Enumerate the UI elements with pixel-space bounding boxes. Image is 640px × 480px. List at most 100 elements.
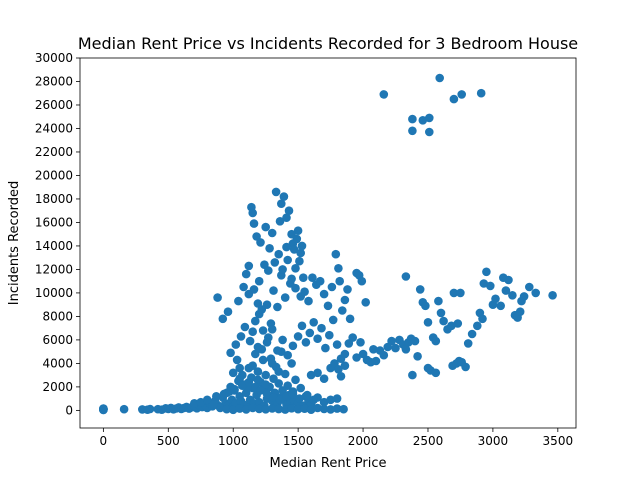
data-point xyxy=(248,403,257,413)
data-point xyxy=(434,296,443,306)
data-point xyxy=(279,192,289,201)
data-point xyxy=(293,226,303,235)
data-point xyxy=(222,404,231,414)
data-point xyxy=(262,338,272,347)
data-point xyxy=(410,336,420,346)
data-point xyxy=(299,273,308,283)
data-point xyxy=(482,267,491,277)
data-point xyxy=(273,346,282,355)
data-point xyxy=(248,208,257,218)
data-point xyxy=(258,326,268,335)
y-tick-label: 28000 xyxy=(35,74,73,88)
data-point xyxy=(457,90,467,99)
data-point xyxy=(269,393,278,402)
data-point xyxy=(232,355,242,365)
y-tick-label: 0 xyxy=(65,403,73,417)
data-point xyxy=(213,293,222,302)
data-point xyxy=(275,217,285,226)
data-point xyxy=(295,256,304,266)
data-point xyxy=(519,292,529,301)
data-point xyxy=(256,386,265,395)
data-point xyxy=(449,288,459,298)
data-point xyxy=(190,399,199,408)
data-point xyxy=(449,94,459,104)
data-point xyxy=(297,321,307,331)
data-point xyxy=(340,295,350,305)
data-point xyxy=(251,349,260,359)
data-point xyxy=(261,380,271,389)
data-point xyxy=(408,114,417,124)
data-point xyxy=(226,348,235,358)
data-point xyxy=(319,289,329,299)
data-point xyxy=(215,403,225,413)
data-point xyxy=(248,361,257,371)
data-point xyxy=(280,405,290,414)
data-point xyxy=(274,379,284,388)
data-point xyxy=(264,266,273,275)
data-point xyxy=(235,374,244,384)
data-point xyxy=(288,389,298,399)
data-point xyxy=(327,282,337,292)
y-tick-label: 14000 xyxy=(35,239,73,253)
data-point xyxy=(334,264,343,273)
y-tick-label: 4000 xyxy=(42,356,73,370)
data-point xyxy=(249,219,259,228)
data-point xyxy=(431,368,441,378)
data-point xyxy=(336,372,346,381)
data-point xyxy=(280,369,290,379)
data-point xyxy=(356,338,365,347)
data-point xyxy=(467,329,477,339)
data-point xyxy=(309,395,319,405)
data-point xyxy=(425,113,434,123)
y-axis-label: Incidents Recorded xyxy=(7,181,22,306)
data-point xyxy=(343,285,352,294)
x-tick-label: 1000 xyxy=(218,434,249,448)
data-point xyxy=(278,265,287,274)
data-point xyxy=(323,301,333,311)
data-point xyxy=(306,405,316,415)
data-point xyxy=(348,333,358,342)
y-tick-label: 26000 xyxy=(35,98,73,112)
data-point xyxy=(289,245,299,254)
data-point xyxy=(301,338,311,347)
data-point xyxy=(287,274,296,284)
data-point xyxy=(345,314,355,324)
data-point xyxy=(319,404,329,414)
data-point xyxy=(287,404,296,413)
data-point xyxy=(295,394,304,403)
y-tick-label: 6000 xyxy=(42,333,73,347)
data-point xyxy=(267,325,277,334)
data-point xyxy=(496,301,506,311)
data-point xyxy=(408,126,417,136)
y-tick-label: 8000 xyxy=(42,309,73,323)
data-point xyxy=(401,272,411,281)
data-point xyxy=(313,334,322,344)
data-point xyxy=(473,321,482,331)
data-point xyxy=(423,363,433,373)
data-point xyxy=(436,308,446,318)
data-point xyxy=(317,323,326,333)
data-point xyxy=(415,285,425,294)
y-tick-label: 20000 xyxy=(35,168,73,182)
data-point xyxy=(361,298,371,307)
y-tick-label: 12000 xyxy=(35,262,73,276)
x-tick-label: 500 xyxy=(157,434,180,448)
data-point xyxy=(291,264,300,273)
data-point xyxy=(244,261,254,271)
data-point xyxy=(352,353,361,362)
data-point xyxy=(548,291,557,300)
data-point xyxy=(249,285,259,294)
data-point xyxy=(241,269,251,279)
y-tick-label: 30000 xyxy=(35,51,73,65)
data-point xyxy=(306,370,316,380)
data-point xyxy=(254,404,264,414)
data-point xyxy=(262,389,272,399)
points-layer xyxy=(99,73,557,415)
data-point xyxy=(357,276,367,286)
data-point xyxy=(371,356,381,366)
data-point xyxy=(228,368,238,378)
x-tick-label: 2000 xyxy=(348,434,379,448)
y-tick-label: 10000 xyxy=(35,286,73,300)
data-point xyxy=(423,318,433,327)
data-point xyxy=(274,367,284,376)
